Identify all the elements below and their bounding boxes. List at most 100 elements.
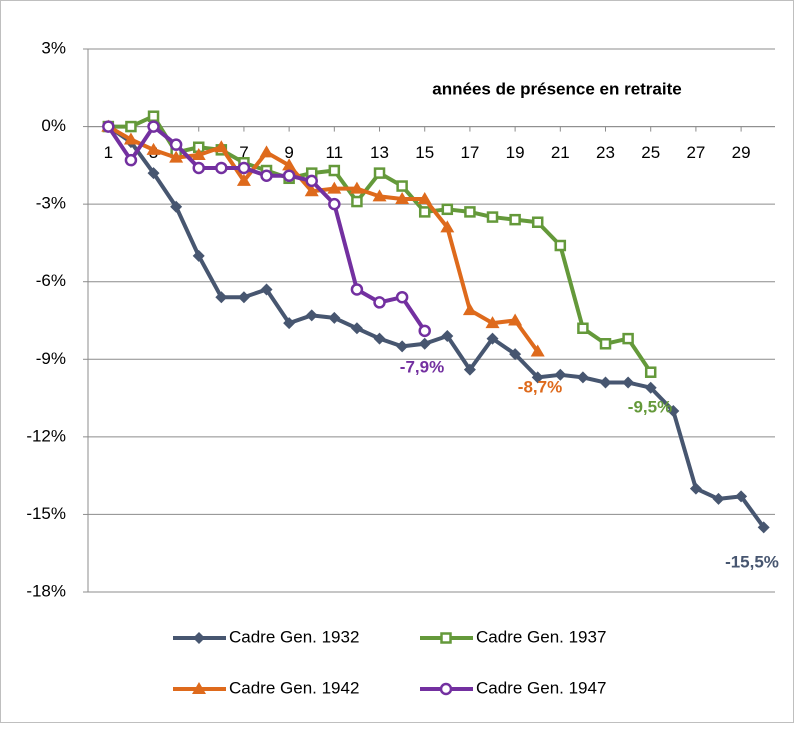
marker <box>509 213 521 226</box>
marker <box>215 161 228 175</box>
marker <box>282 169 296 182</box>
marker <box>667 405 680 417</box>
marker <box>260 283 273 296</box>
y-tick-label: -6% <box>36 271 66 290</box>
marker <box>328 164 341 177</box>
y-tick-label: 3% <box>41 38 66 57</box>
marker <box>441 203 454 216</box>
x-tick-label: 9 <box>284 143 293 162</box>
marker <box>328 197 341 211</box>
x-tick-label: 13 <box>370 143 389 162</box>
marker <box>531 371 544 384</box>
marker <box>485 316 500 329</box>
marker <box>350 322 363 335</box>
marker <box>735 490 748 503</box>
x-tick-label: 29 <box>732 143 751 162</box>
marker <box>418 324 431 338</box>
marker <box>102 120 115 133</box>
marker <box>644 381 657 394</box>
marker <box>169 138 183 151</box>
marker <box>260 169 273 182</box>
marker <box>283 317 296 330</box>
marker <box>577 322 589 335</box>
marker <box>125 120 137 133</box>
marker <box>418 337 431 350</box>
marker <box>373 167 386 179</box>
legend-label: Cadre Gen. 1932 <box>229 627 359 646</box>
marker <box>147 120 160 133</box>
y-tick-label: -12% <box>26 426 66 445</box>
marker <box>192 682 206 694</box>
x-tick-label: 19 <box>506 143 525 162</box>
marker <box>123 132 138 145</box>
marker <box>462 303 477 316</box>
marker <box>554 239 567 252</box>
x-tick-label: 15 <box>415 143 434 162</box>
x-tick-label: 7 <box>239 143 248 162</box>
marker <box>418 206 431 218</box>
marker <box>439 682 453 696</box>
marker <box>486 211 499 223</box>
x-tick-label: 27 <box>686 143 705 162</box>
marker <box>305 309 318 322</box>
legend-label: Cadre Gen. 1947 <box>476 678 606 697</box>
marker <box>237 291 250 304</box>
marker <box>304 184 319 197</box>
marker <box>530 344 545 357</box>
marker <box>509 348 522 361</box>
marker <box>757 521 770 534</box>
marker <box>622 376 635 389</box>
x-tick-label: 17 <box>460 143 479 162</box>
marker <box>373 332 386 345</box>
marker <box>644 366 657 378</box>
marker <box>191 148 206 161</box>
y-tick-label: -15% <box>26 504 66 523</box>
data-label: -7,9% <box>400 357 444 376</box>
marker <box>328 311 341 324</box>
legend-label: Cadre Gen. 1942 <box>229 678 359 697</box>
marker <box>463 363 476 376</box>
data-label: -15,5% <box>725 552 779 571</box>
marker <box>282 158 297 171</box>
marker <box>622 332 634 345</box>
x-tick-label: 11 <box>325 143 343 162</box>
marker <box>396 340 409 353</box>
marker <box>417 191 432 204</box>
marker <box>124 153 138 167</box>
marker <box>576 371 589 384</box>
marker <box>599 338 612 350</box>
y-tick-label: -9% <box>36 349 66 368</box>
y-tick-label: -18% <box>26 581 66 600</box>
marker <box>327 181 342 194</box>
marker <box>214 140 229 153</box>
marker <box>259 145 274 158</box>
marker <box>486 332 499 345</box>
marker <box>146 142 161 155</box>
marker <box>395 191 410 204</box>
y-tick-label: -3% <box>36 194 66 213</box>
marker <box>441 330 454 343</box>
marker <box>373 296 386 309</box>
marker <box>712 492 725 505</box>
marker <box>170 200 183 213</box>
marker <box>395 290 409 304</box>
marker <box>147 167 160 180</box>
marker <box>372 189 387 202</box>
y-tick-label: 0% <box>41 116 66 135</box>
marker <box>440 632 452 644</box>
marker <box>193 632 205 644</box>
marker <box>350 283 364 296</box>
marker <box>508 313 523 326</box>
marker <box>147 110 160 122</box>
marker <box>192 249 205 262</box>
marker <box>349 181 364 194</box>
marker <box>599 376 612 389</box>
x-tick-label: 1 <box>104 143 113 162</box>
data-label: -8,7% <box>518 377 562 396</box>
marker <box>689 482 702 495</box>
x-tick-label: 23 <box>596 143 615 162</box>
series-line <box>107 124 766 529</box>
